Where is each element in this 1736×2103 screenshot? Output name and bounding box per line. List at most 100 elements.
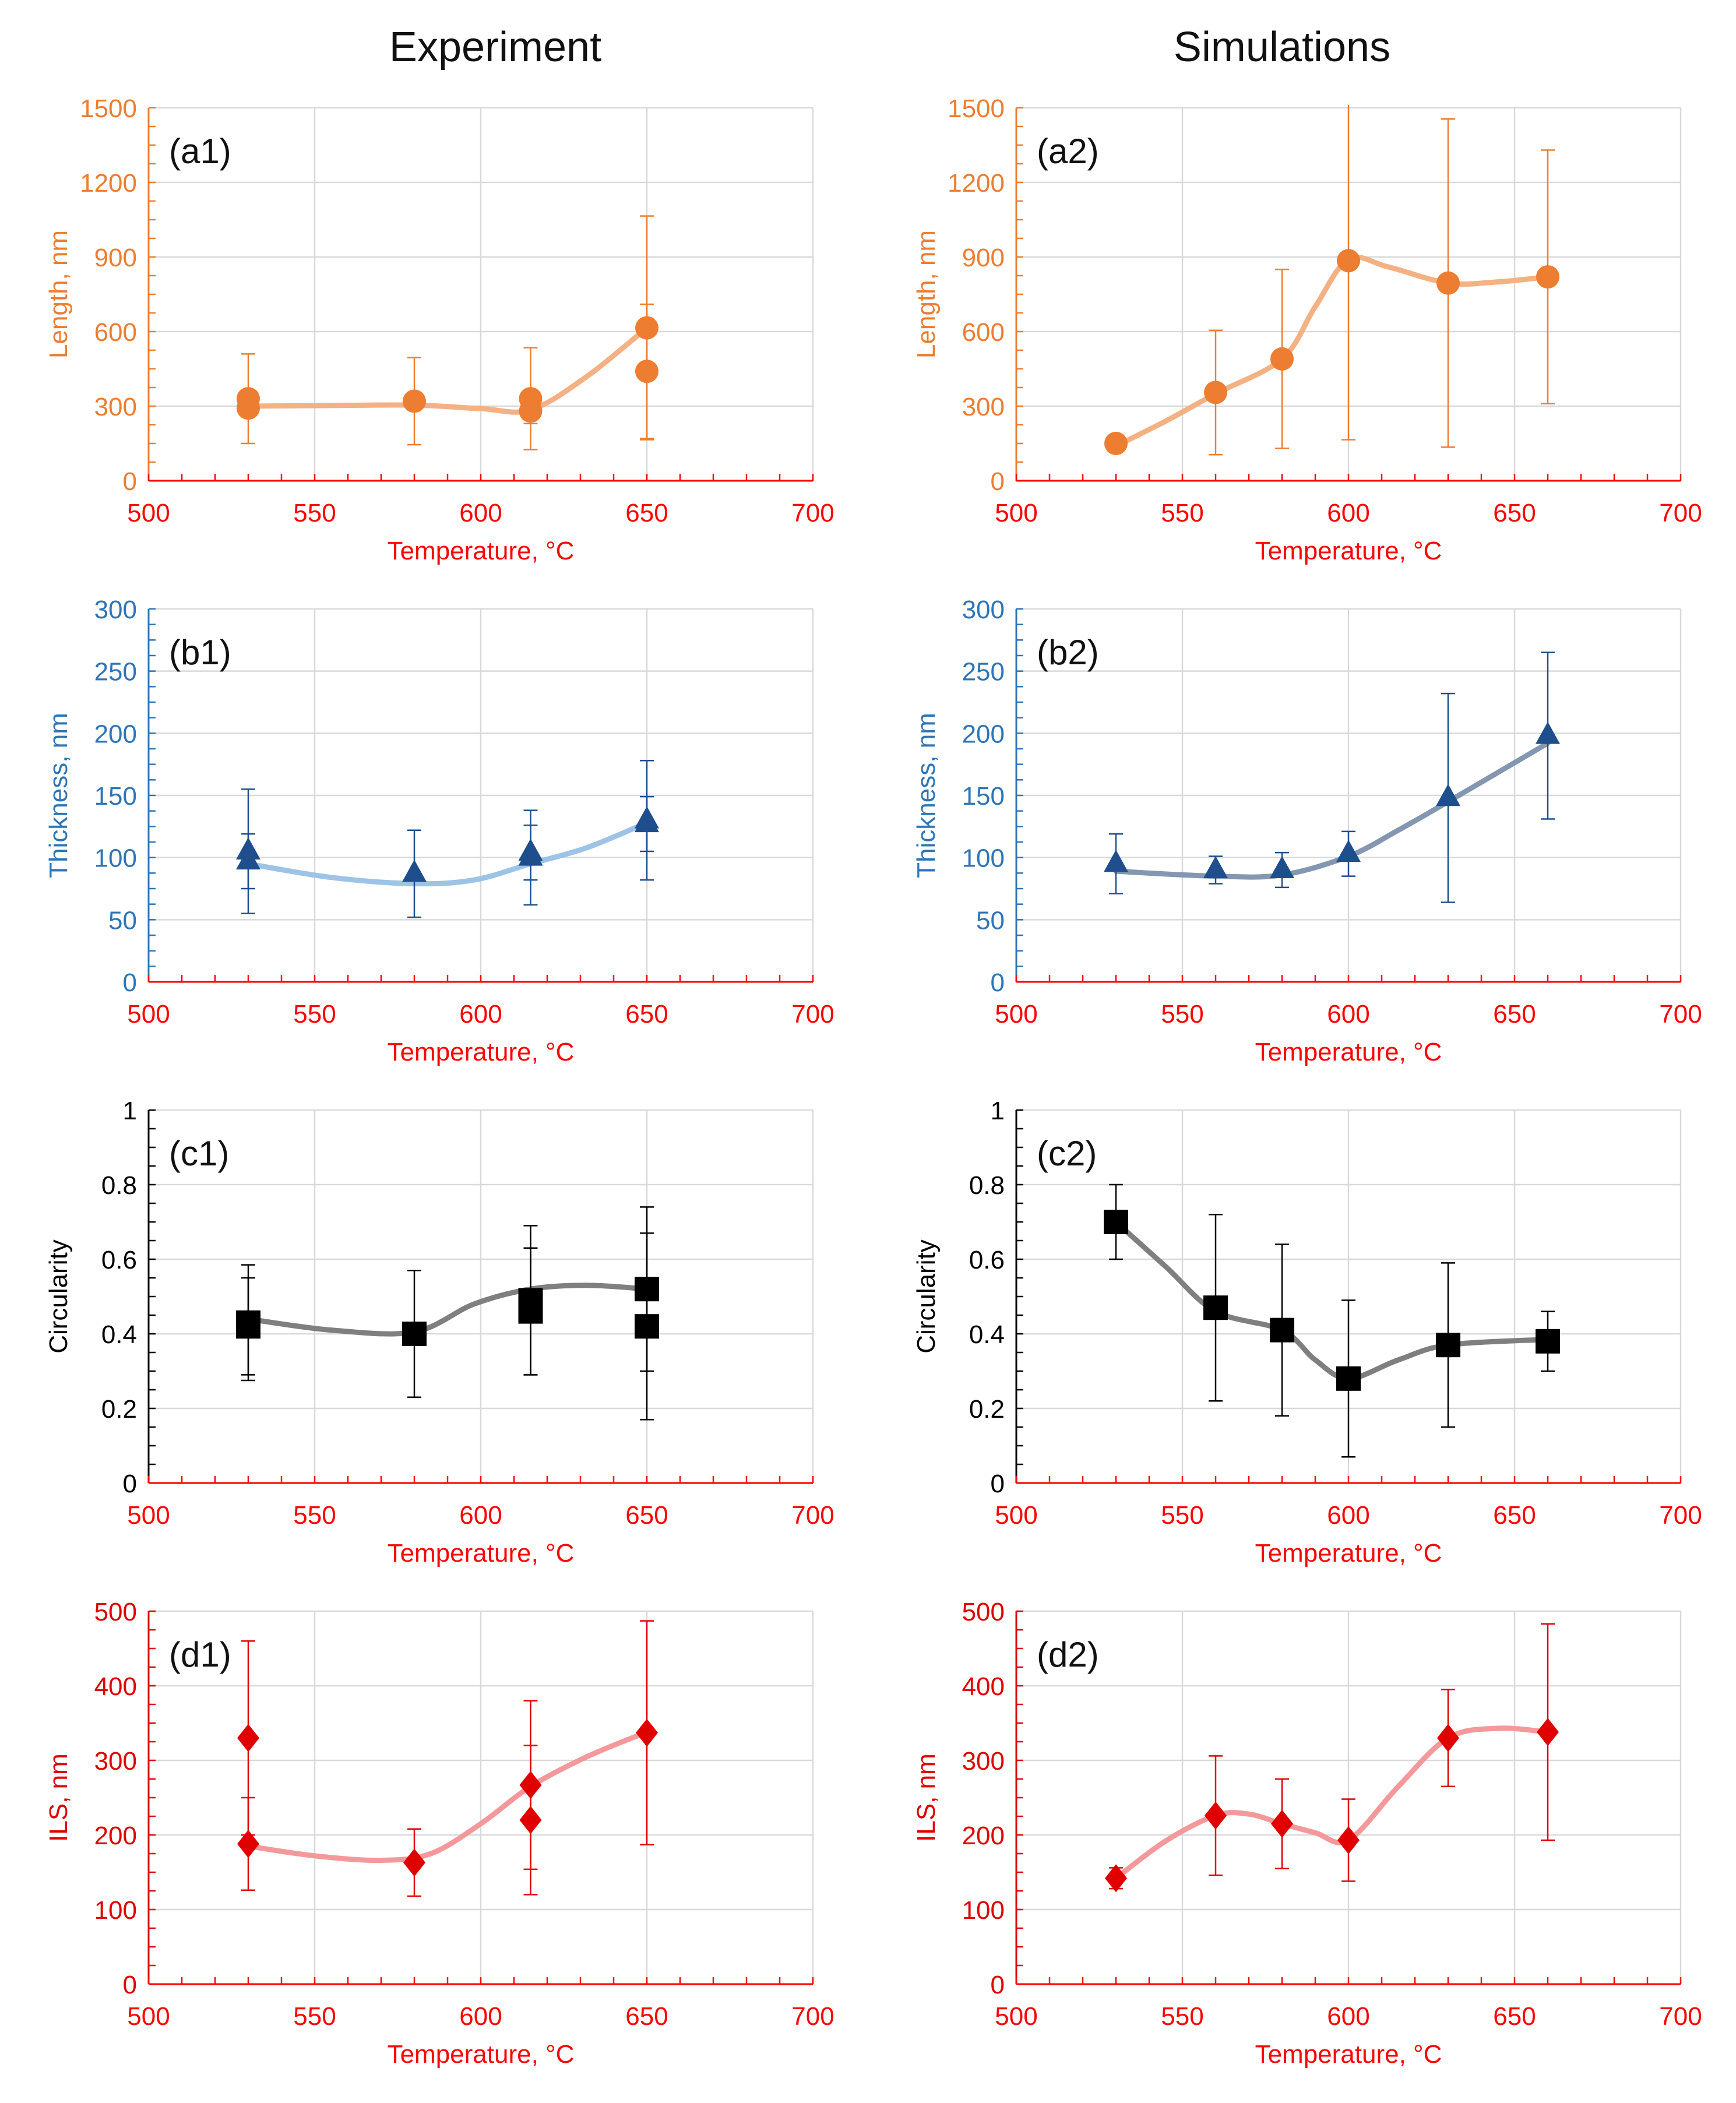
y-axis-title: Thickness, nm — [912, 713, 941, 878]
chart-a1: 0 300 600 900 1200 1500 Length, nm 500 550 600 650… — [44, 94, 834, 565]
x-tick-label: 700 — [791, 499, 834, 527]
y-tick-label: 150 — [962, 782, 1005, 811]
chart-d1: 0 100 200 300 400 500 ILS, nm 500 550 600 650 700 Te… — [44, 1598, 834, 2069]
x-tick-label: 700 — [1659, 1000, 1702, 1028]
x-tick-label: 700 — [1659, 499, 1702, 527]
data-point — [236, 847, 260, 870]
panel-label: (b1) — [169, 633, 231, 672]
y-tick-label: 500 — [962, 1598, 1005, 1626]
x-tick-label: 500 — [127, 499, 170, 527]
data-point — [237, 1830, 259, 1858]
x-tick-label: 500 — [127, 1000, 170, 1028]
y-tick-label: 0 — [123, 968, 137, 997]
y-tick-label: 0.4 — [969, 1320, 1005, 1349]
trend-curve — [245, 1729, 650, 1864]
y-tick-label: 600 — [94, 318, 137, 347]
data-point — [1437, 1724, 1459, 1752]
gridlines — [149, 1109, 814, 1483]
y-axis-title: Length, nm — [912, 230, 941, 358]
y-axis-title: Length, nm — [44, 230, 73, 358]
x-tick-label: 600 — [459, 2002, 502, 2031]
x-axis: 500 550 600 650 700 Temperature, °C — [127, 474, 834, 565]
data-point — [237, 1724, 259, 1752]
x-tick-label: 650 — [625, 499, 668, 527]
y-tick-label: 150 — [94, 782, 137, 811]
trend-curve — [245, 820, 650, 887]
data-point — [403, 1848, 425, 1877]
x-axis-title: Temperature, °C — [1255, 2040, 1442, 2069]
y-tick-label: 100 — [94, 1896, 137, 1925]
data-point — [635, 810, 659, 833]
data-point — [402, 1322, 427, 1346]
x-axis: 500 550 600 650 700 Temperature, °C — [995, 1977, 1702, 2069]
data-point — [519, 399, 543, 423]
y-tick-label: 50 — [108, 906, 137, 935]
x-tick-label: 650 — [1493, 499, 1536, 527]
chart-c1: 0 0.2 0.4 0.6 0.8 1 Circularity 500 550 600 650 700… — [44, 1097, 834, 1567]
data-point — [237, 396, 260, 420]
y-tick-label: 0.4 — [101, 1320, 137, 1349]
data-point — [1436, 1333, 1460, 1358]
data-point — [1204, 381, 1227, 404]
y-tick-label: 900 — [962, 244, 1005, 272]
x-tick-label: 500 — [127, 1501, 170, 1530]
x-tick-label: 500 — [995, 1000, 1037, 1028]
x-axis-title: Temperature, °C — [388, 1038, 575, 1066]
x-tick-label: 700 — [791, 1501, 834, 1530]
x-axis: 500 550 600 650 700 Temperature, °C — [995, 1476, 1702, 1567]
x-axis-title: Temperature, °C — [1255, 1539, 1442, 1567]
x-tick-label: 550 — [1161, 2002, 1203, 2031]
data-markers — [236, 1277, 659, 1346]
y-tick-label: 200 — [94, 720, 137, 748]
y-tick-label: 250 — [962, 658, 1005, 686]
y-tick-label: 400 — [962, 1672, 1005, 1701]
data-point — [236, 1314, 260, 1339]
chart-c2: 0 0.2 0.4 0.6 0.8 1 Circularity 500 550 600 650 700… — [912, 1097, 1702, 1567]
data-point — [1336, 1366, 1361, 1391]
y-tick-label: 0.8 — [969, 1171, 1005, 1200]
y-tick-label: 200 — [962, 720, 1005, 748]
y-tick-label: 1500 — [948, 94, 1005, 123]
panel-label: (b2) — [1037, 633, 1099, 672]
data-markers — [1104, 721, 1560, 878]
y-tick-label: 0 — [991, 968, 1005, 997]
data-point — [635, 360, 659, 383]
y-tick-label: 200 — [94, 1822, 137, 1850]
y-axis: 0 300 600 900 1200 1500 Length, nm — [44, 94, 156, 496]
data-point — [1337, 249, 1360, 273]
x-tick-label: 550 — [293, 1000, 336, 1028]
data-point — [1271, 1809, 1293, 1838]
y-tick-label: 300 — [962, 1747, 1005, 1776]
x-tick-label: 700 — [791, 2002, 834, 2031]
data-point — [1436, 784, 1460, 806]
data-point — [1537, 1718, 1559, 1746]
y-tick-label: 0 — [991, 1470, 1005, 1498]
y-tick-label: 600 — [962, 318, 1005, 347]
y-tick-label: 1500 — [80, 94, 137, 123]
trend-curve — [1113, 1725, 1551, 1881]
y-tick-label: 900 — [94, 244, 137, 272]
chart-b1: 0 50 100 150 200 250 300 Thickness, nm 500 550 600… — [44, 596, 834, 1066]
y-tick-label: 500 — [94, 1598, 137, 1626]
y-tick-label: 300 — [94, 393, 137, 421]
x-tick-label: 600 — [1327, 2002, 1369, 2031]
y-axis-title: Circularity — [912, 1239, 941, 1354]
y-tick-label: 400 — [94, 1672, 137, 1701]
y-tick-label: 100 — [94, 844, 137, 873]
data-point — [1337, 1826, 1360, 1854]
y-tick-label: 250 — [94, 658, 137, 686]
x-axis: 500 550 600 650 700 Temperature, °C — [127, 975, 834, 1066]
y-axis: 0 100 200 300 400 500 ILS, nm — [44, 1598, 156, 1999]
x-axis-title: Temperature, °C — [388, 2040, 575, 2069]
data-point — [1536, 265, 1559, 289]
y-axis: 0 0.2 0.4 0.6 0.8 1 Circularity — [912, 1097, 1023, 1498]
y-tick-label: 200 — [962, 1822, 1005, 1850]
data-point — [519, 1771, 542, 1799]
x-tick-label: 650 — [1493, 1501, 1536, 1530]
data-point — [1104, 1210, 1128, 1234]
y-tick-label: 1200 — [948, 169, 1005, 198]
y-axis-title: Thickness, nm — [44, 713, 73, 878]
data-point — [519, 1806, 542, 1834]
y-tick-label: 100 — [962, 844, 1005, 873]
